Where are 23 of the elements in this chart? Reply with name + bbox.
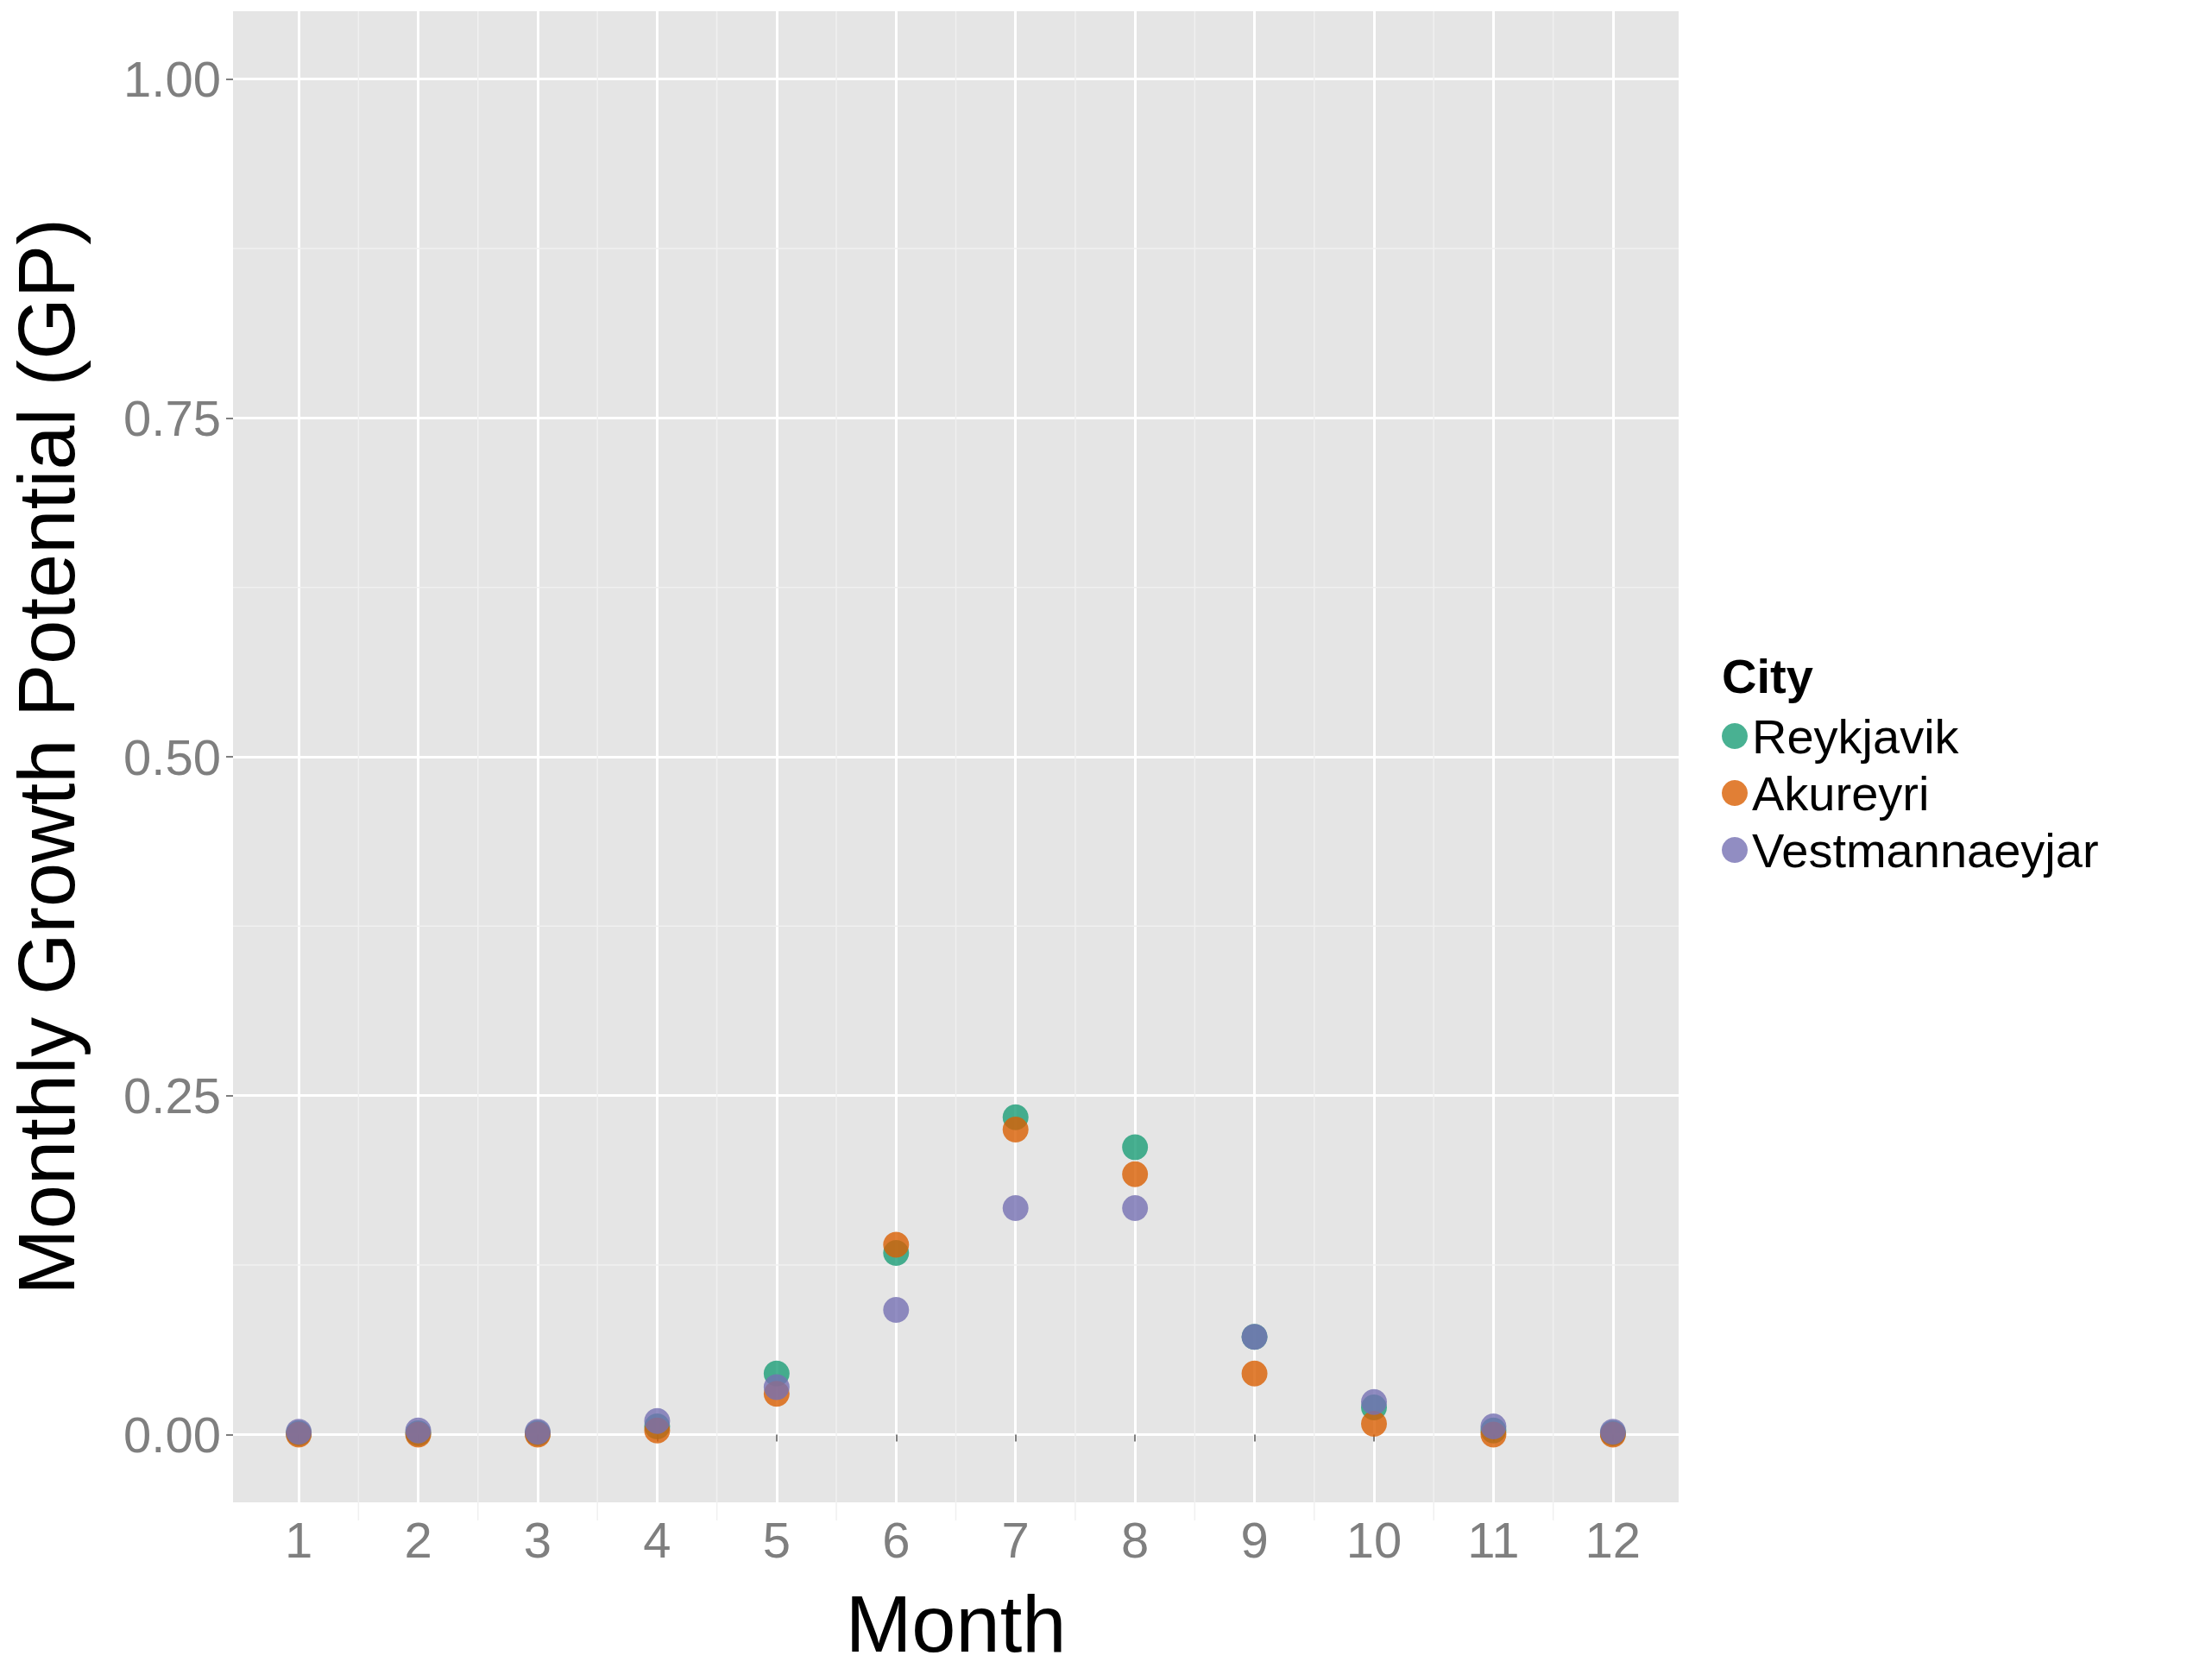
y-tick-label: 0.50 [123, 728, 221, 785]
x-tick-label: 10 [1345, 1511, 1402, 1568]
x-tick-label: 9 [1240, 1511, 1269, 1568]
x-tick-label: 3 [523, 1511, 552, 1568]
y-tick-label: 1.00 [123, 51, 221, 108]
y-tick-label: 0.75 [123, 389, 221, 446]
legend-label: Reykjavik [1752, 708, 1960, 764]
legend-title: City [1722, 648, 1813, 703]
x-tick-label: 12 [1585, 1511, 1642, 1568]
y-axis-title: Monthly Growth Potential (GP) [3, 218, 91, 1295]
x-tick-label: 2 [404, 1511, 432, 1568]
legend-label: Vestmannaeyjar [1752, 822, 2099, 878]
x-tick-label: 8 [1121, 1511, 1150, 1568]
x-tick-label: 4 [643, 1511, 671, 1568]
x-tick-label: 5 [762, 1511, 791, 1568]
y-tick-label: 0.25 [123, 1067, 221, 1124]
x-tick-label: 7 [1001, 1511, 1030, 1568]
x-tick-label: 11 [1467, 1511, 1520, 1568]
x-axis-title: Month [845, 1580, 1067, 1668]
legend-label: Akureyri [1752, 765, 1930, 821]
x-tick-label: 1 [285, 1511, 313, 1568]
x-tick-label: 6 [882, 1511, 911, 1568]
y-tick-label: 0.00 [123, 1406, 221, 1463]
